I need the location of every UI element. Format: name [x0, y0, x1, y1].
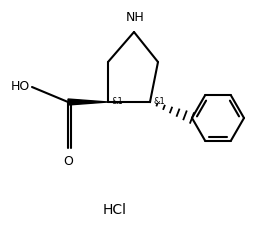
Text: O: O	[63, 155, 73, 168]
Text: HCl: HCl	[103, 203, 127, 217]
Polygon shape	[68, 99, 108, 105]
Text: NH: NH	[126, 11, 144, 24]
Text: &1: &1	[111, 96, 123, 105]
Text: HO: HO	[11, 80, 30, 94]
Text: &1: &1	[153, 96, 165, 105]
